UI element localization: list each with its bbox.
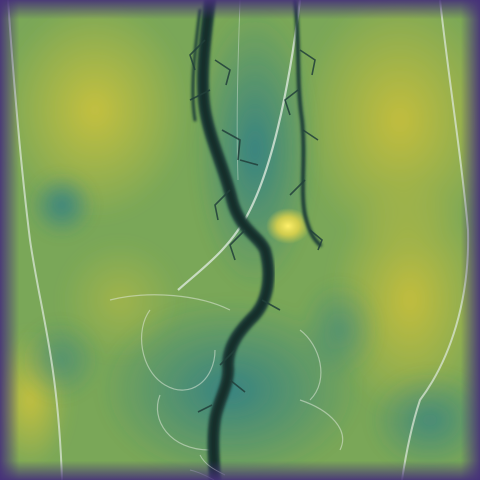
image-canvas — [0, 0, 480, 480]
heatmap-border-v — [0, 0, 480, 480]
angiogram-heatmap — [0, 0, 480, 480]
